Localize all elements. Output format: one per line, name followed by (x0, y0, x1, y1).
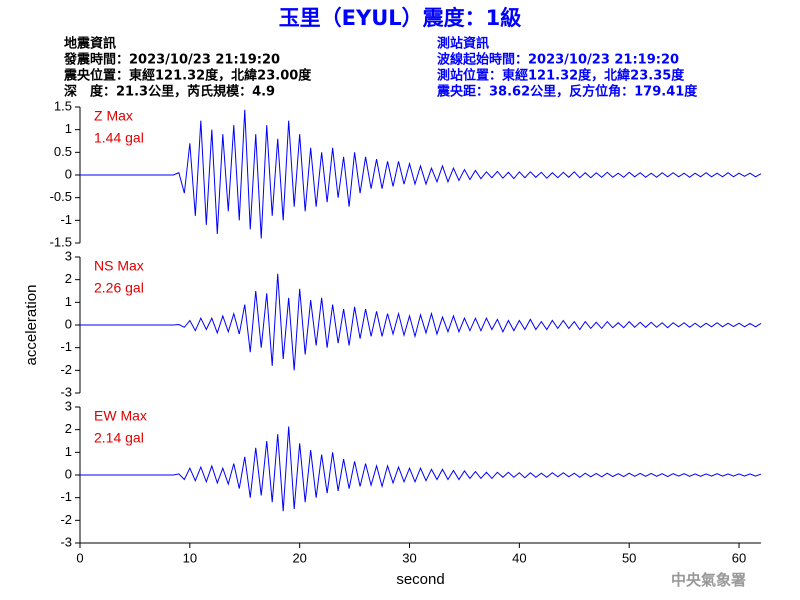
y-tick-label: -1 (60, 212, 72, 227)
waveform (80, 109, 762, 239)
y-tick-label: 2 (65, 271, 72, 286)
max-annotation: EW Max (94, 408, 147, 424)
waveform (80, 426, 762, 512)
y-tick-label: 2 (65, 421, 72, 436)
y-tick-label: -1.5 (50, 234, 72, 249)
y-tick-label: 1 (65, 294, 72, 309)
y-tick-label: 1 (65, 444, 72, 459)
event-info-line: 發震時間：2023/10/23 21:19:20 (63, 52, 280, 68)
y-tick-label: -1 (60, 489, 72, 504)
x-tick-label: 50 (622, 550, 636, 565)
station-info-line: 測站位置：東經121.32度，北緯23.35度 (437, 68, 685, 84)
waveform (80, 273, 762, 371)
max-annotation: 2.14 gal (94, 430, 144, 446)
y-tick-label: -3 (60, 384, 72, 399)
y-tick-label: 3 (65, 398, 72, 413)
y-tick-label: -2 (60, 362, 72, 377)
max-annotation: Z Max (94, 108, 133, 124)
station-info-line: 波線起始時間：2023/10/23 21:19:20 (437, 52, 679, 68)
y-tick-label: 0 (65, 166, 72, 181)
y-axis-label: acceleration (23, 285, 40, 366)
event-info-line: 地震資訊 (64, 36, 116, 52)
credit: 中央氣象署 (671, 571, 746, 589)
x-tick-label: 0 (76, 550, 83, 565)
x-tick-label: 40 (512, 550, 526, 565)
max-annotation: 2.26 gal (94, 280, 144, 296)
y-tick-label: 0 (65, 316, 72, 331)
event-info-line: 震央位置：東經121.32度，北緯23.00度 (63, 68, 312, 84)
page-title: 玉里（EYUL）震度：1級 (279, 6, 522, 30)
station-info-line: 測站資訊 (437, 36, 489, 52)
x-axis-label: second (396, 571, 444, 588)
x-tick-label: 30 (402, 550, 416, 565)
x-tick-label: 60 (732, 550, 746, 565)
event-info-line: 深 度：21.3公里，芮氏規模：4.9 (64, 84, 275, 100)
x-tick-label: 10 (183, 550, 197, 565)
y-tick-label: 3 (65, 248, 72, 263)
y-tick-label: -2 (60, 512, 72, 527)
y-tick-label: 1.5 (54, 98, 72, 113)
y-tick-label: -3 (60, 534, 72, 549)
y-tick-label: -0.5 (50, 189, 72, 204)
station-info-line: 震央距：38.62公里，反方位角：179.41度 (436, 84, 698, 100)
y-tick-label: 0.5 (54, 144, 72, 159)
y-tick-label: 0 (65, 466, 72, 481)
max-annotation: NS Max (94, 258, 144, 274)
x-tick-label: 20 (292, 550, 306, 565)
y-tick-label: 1 (65, 121, 72, 136)
y-tick-label: -1 (60, 339, 72, 354)
max-annotation: 1.44 gal (94, 130, 144, 146)
